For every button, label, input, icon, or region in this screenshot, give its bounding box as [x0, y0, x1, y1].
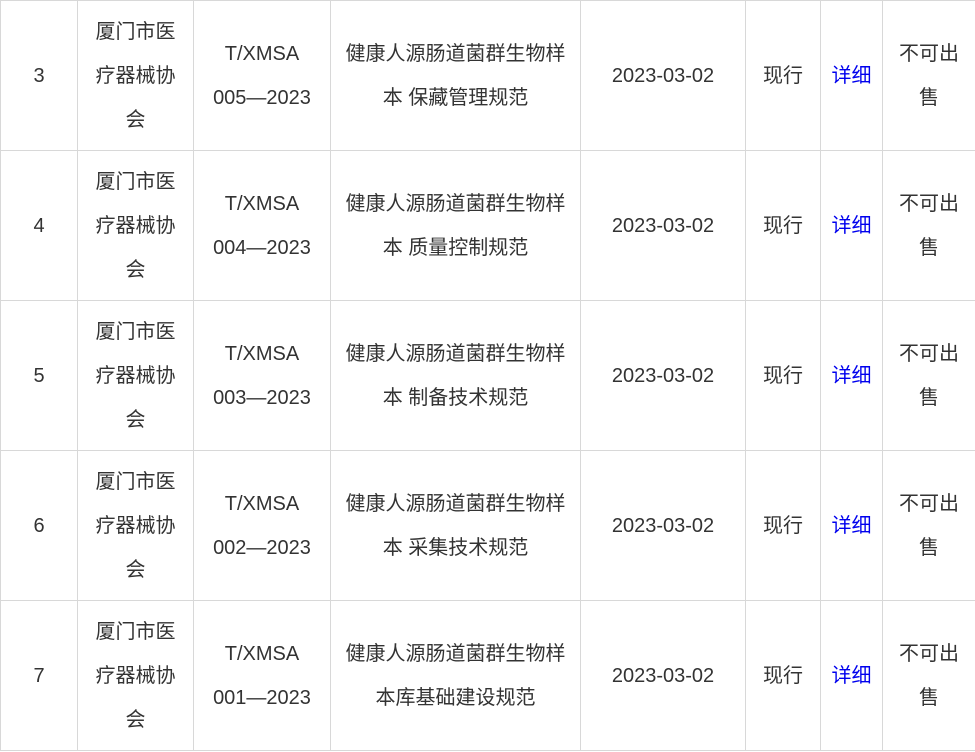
table-row: 5 厦门市医 疗器械协 会 T/XMSA 003—2023 健康人源肠道菌群生物…	[0, 300, 975, 451]
status-cell: 现行	[745, 150, 821, 301]
standard-number-cell: T/XMSA 001—2023	[193, 600, 331, 751]
detail-cell: 详细	[820, 150, 883, 301]
row-number-cell: 7	[0, 600, 78, 751]
standard-title-cell: 健康人源肠道菌群生物样 本库基础建设规范	[330, 600, 581, 751]
table-row: 7 厦门市医 疗器械协 会 T/XMSA 001—2023 健康人源肠道菌群生物…	[0, 600, 975, 751]
organization-cell: 厦门市医 疗器械协 会	[77, 600, 194, 751]
organization-cell: 厦门市医 疗器械协 会	[77, 150, 194, 301]
standard-number-cell: T/XMSA 005—2023	[193, 0, 331, 151]
row-number-cell: 6	[0, 450, 78, 601]
status-cell: 现行	[745, 300, 821, 451]
sale-status-cell: 不可出 售	[882, 150, 975, 301]
organization-cell: 厦门市医 疗器械协 会	[77, 450, 194, 601]
organization-cell: 厦门市医 疗器械协 会	[77, 0, 194, 151]
publish-date-cell: 2023-03-02	[580, 0, 746, 151]
detail-link[interactable]: 详细	[831, 64, 872, 87]
organization-cell: 厦门市医 疗器械协 会	[77, 300, 194, 451]
table-row: 6 厦门市医 疗器械协 会 T/XMSA 002—2023 健康人源肠道菌群生物…	[0, 450, 975, 601]
detail-link[interactable]: 详细	[831, 214, 872, 237]
detail-cell: 详细	[820, 600, 883, 751]
standard-number-cell: T/XMSA 002—2023	[193, 450, 331, 601]
sale-status-cell: 不可出 售	[882, 0, 975, 151]
standard-title-cell: 健康人源肠道菌群生物样 本 保藏管理规范	[330, 0, 581, 151]
publish-date-cell: 2023-03-02	[580, 450, 746, 601]
status-cell: 现行	[745, 600, 821, 751]
row-number-cell: 5	[0, 300, 78, 451]
detail-cell: 详细	[820, 0, 883, 151]
standard-number-cell: T/XMSA 004—2023	[193, 150, 331, 301]
standard-title-cell: 健康人源肠道菌群生物样 本 制备技术规范	[330, 300, 581, 451]
publish-date-cell: 2023-03-02	[580, 300, 746, 451]
table-row: 3 厦门市医 疗器械协 会 T/XMSA 005—2023 健康人源肠道菌群生物…	[0, 0, 975, 151]
table-row: 4 厦门市医 疗器械协 会 T/XMSA 004—2023 健康人源肠道菌群生物…	[0, 150, 975, 301]
detail-link[interactable]: 详细	[831, 664, 872, 687]
status-cell: 现行	[745, 0, 821, 151]
publish-date-cell: 2023-03-02	[580, 600, 746, 751]
detail-cell: 详细	[820, 300, 883, 451]
standard-number-cell: T/XMSA 003—2023	[193, 300, 331, 451]
sale-status-cell: 不可出 售	[882, 600, 975, 751]
row-number-cell: 4	[0, 150, 78, 301]
status-cell: 现行	[745, 450, 821, 601]
standard-title-cell: 健康人源肠道菌群生物样 本 采集技术规范	[330, 450, 581, 601]
row-number-cell: 3	[0, 0, 78, 151]
publish-date-cell: 2023-03-02	[580, 150, 746, 301]
detail-cell: 详细	[820, 450, 883, 601]
standard-title-cell: 健康人源肠道菌群生物样 本 质量控制规范	[330, 150, 581, 301]
sale-status-cell: 不可出 售	[882, 450, 975, 601]
sale-status-cell: 不可出 售	[882, 300, 975, 451]
detail-link[interactable]: 详细	[831, 514, 872, 537]
detail-link[interactable]: 详细	[831, 364, 872, 387]
